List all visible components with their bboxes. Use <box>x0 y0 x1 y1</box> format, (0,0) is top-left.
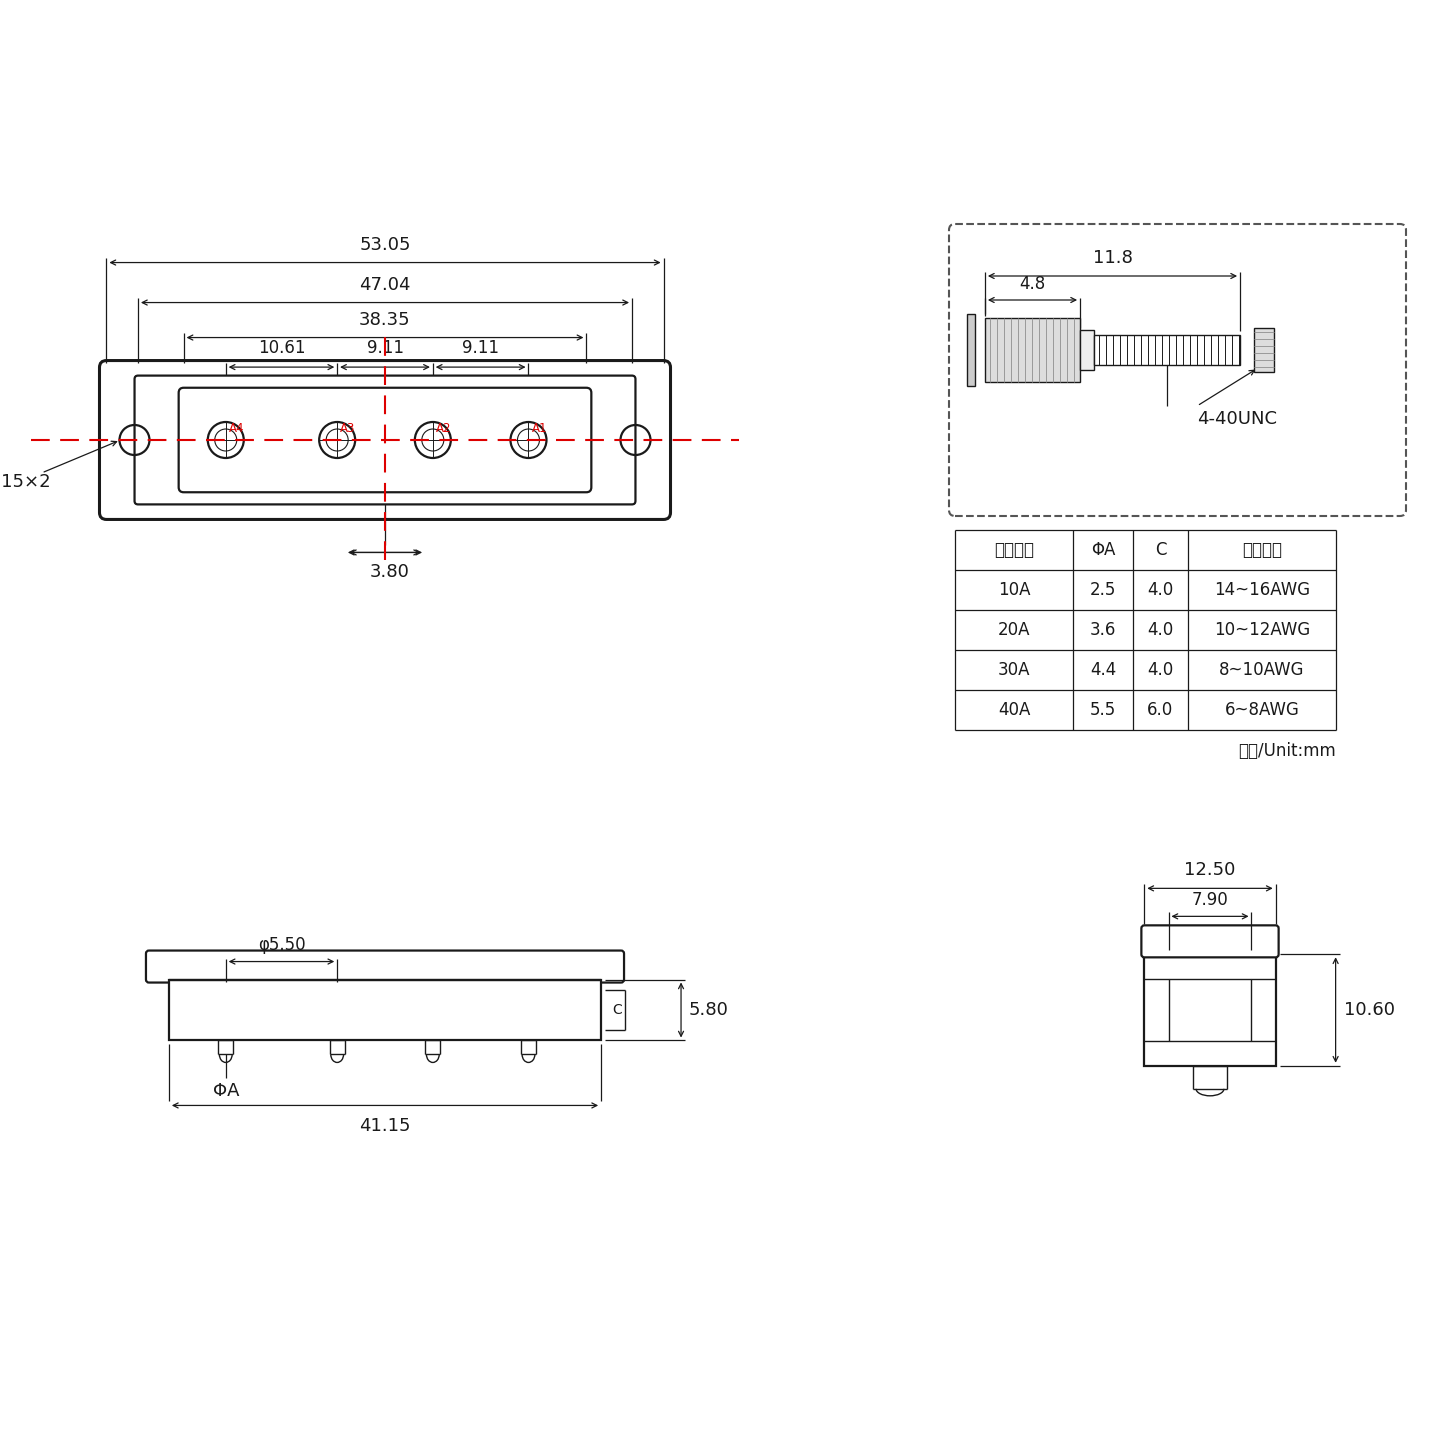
Text: 6.0: 6.0 <box>1148 701 1174 719</box>
FancyBboxPatch shape <box>134 376 635 504</box>
Text: 4.0: 4.0 <box>1148 580 1174 599</box>
Text: 4.0: 4.0 <box>1148 661 1174 680</box>
Text: φ3.15×2: φ3.15×2 <box>0 472 50 491</box>
Text: ΦA: ΦA <box>1092 541 1115 559</box>
Text: 38.35: 38.35 <box>359 311 410 328</box>
Text: ΦA: ΦA <box>213 1083 239 1100</box>
Bar <box>968 314 975 386</box>
Text: 10~12AWG: 10~12AWG <box>1214 621 1310 639</box>
FancyBboxPatch shape <box>1142 926 1279 958</box>
Text: 5.80: 5.80 <box>688 1001 729 1020</box>
Text: 30A: 30A <box>998 661 1030 680</box>
Text: φ5.50: φ5.50 <box>258 936 305 953</box>
Text: 10.60: 10.60 <box>1344 1001 1394 1020</box>
Text: 2.5: 2.5 <box>1090 580 1116 599</box>
Text: 4.8: 4.8 <box>1020 275 1045 292</box>
Text: 3.80: 3.80 <box>370 563 410 582</box>
Bar <box>985 318 1080 382</box>
Text: 9.11: 9.11 <box>367 338 403 357</box>
Text: 9.11: 9.11 <box>462 338 500 357</box>
Text: 40A: 40A <box>998 701 1030 719</box>
Bar <box>1254 328 1274 372</box>
Text: 53.05: 53.05 <box>359 236 410 253</box>
Text: 11.8: 11.8 <box>1093 249 1132 266</box>
FancyBboxPatch shape <box>99 360 671 520</box>
Text: A3: A3 <box>340 422 356 435</box>
Text: A2: A2 <box>436 422 451 435</box>
Text: 6~8AWG: 6~8AWG <box>1224 701 1299 719</box>
FancyBboxPatch shape <box>949 225 1405 516</box>
Text: Liotons: Liotons <box>156 386 615 494</box>
FancyBboxPatch shape <box>145 950 624 982</box>
Bar <box>1168 979 1251 1041</box>
Text: 10A: 10A <box>998 580 1030 599</box>
Text: 7.90: 7.90 <box>1192 891 1228 909</box>
FancyBboxPatch shape <box>179 387 592 492</box>
Text: 47.04: 47.04 <box>359 275 410 294</box>
Text: C: C <box>1155 541 1166 559</box>
Text: A4: A4 <box>229 422 245 435</box>
Bar <box>1080 330 1094 370</box>
Text: 8~10AWG: 8~10AWG <box>1220 661 1305 680</box>
Text: 3.6: 3.6 <box>1090 621 1116 639</box>
Text: 4.0: 4.0 <box>1148 621 1174 639</box>
Text: 线材规格: 线材规格 <box>1241 541 1282 559</box>
Text: 额定电流: 额定电流 <box>994 541 1034 559</box>
Text: 5.5: 5.5 <box>1090 701 1116 719</box>
Text: 10.61: 10.61 <box>258 338 305 357</box>
Text: 4-40UNC: 4-40UNC <box>1197 410 1277 428</box>
Bar <box>168 979 600 1041</box>
Text: 单位/Unit:mm: 单位/Unit:mm <box>1238 742 1336 760</box>
Text: C: C <box>612 1004 622 1017</box>
Text: 12.50: 12.50 <box>1184 861 1236 880</box>
Text: A1: A1 <box>531 422 547 435</box>
Text: 41.15: 41.15 <box>359 1117 410 1136</box>
Bar <box>1094 336 1240 364</box>
Text: 4.4: 4.4 <box>1090 661 1116 680</box>
Text: 20A: 20A <box>998 621 1030 639</box>
Bar <box>1145 955 1276 1066</box>
Text: 14~16AWG: 14~16AWG <box>1214 580 1310 599</box>
